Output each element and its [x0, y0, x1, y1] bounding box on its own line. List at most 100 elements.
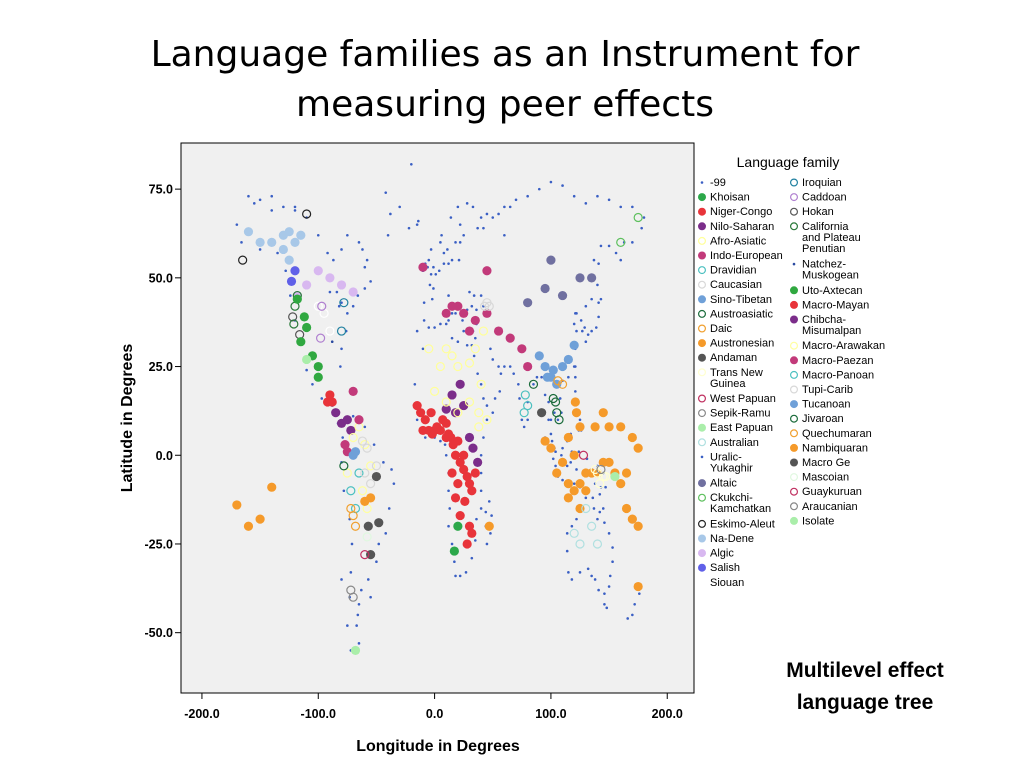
data-point: [240, 241, 243, 244]
legend-label: Austroasiatic: [710, 308, 773, 320]
legend-item: Salish: [698, 562, 740, 574]
data-point: [346, 312, 349, 315]
data-point: [590, 422, 600, 432]
data-point: [547, 400, 550, 404]
data-point: [369, 280, 372, 283]
data-point: [453, 521, 463, 531]
data-point: [413, 382, 417, 386]
legend-swatch: [789, 341, 798, 350]
legend-label: Salish: [710, 562, 740, 574]
data-point: [349, 571, 353, 574]
data-point: [528, 379, 539, 389]
data-point: [313, 361, 323, 372]
data-point: [554, 464, 557, 468]
data-point: [554, 415, 564, 425]
legend-swatch: [697, 280, 706, 289]
data-point: [526, 418, 529, 422]
legend-item: Uto-Axtecan: [790, 285, 863, 297]
legend-swatch: [698, 207, 706, 216]
data-point: [355, 624, 358, 627]
data-point: [607, 198, 611, 202]
data-point: [278, 244, 288, 255]
data-point: [351, 304, 355, 308]
legend-item: Caucasian: [697, 279, 762, 291]
legend-item: Sino-Tibetan: [698, 294, 772, 306]
legend-swatch: [697, 519, 706, 528]
data-point: [616, 479, 626, 489]
data-point: [523, 298, 533, 308]
series-points: [553, 376, 568, 389]
data-point: [442, 251, 446, 255]
data-point: [356, 613, 360, 617]
data-point: [574, 390, 577, 393]
data-point: [348, 386, 358, 396]
data-point: [457, 258, 461, 262]
legend-label: Macro-Mayan: [802, 299, 869, 311]
data-point: [357, 241, 361, 244]
data-point: [498, 390, 502, 393]
data-point: [581, 486, 591, 496]
data-point: [332, 258, 335, 262]
data-point: [584, 340, 588, 344]
data-point: [556, 418, 560, 422]
data-point: [464, 571, 468, 574]
data-point: [503, 233, 506, 237]
data-point: [592, 258, 596, 262]
data-point: [584, 496, 588, 500]
slide-note-line-2: language tree: [796, 691, 934, 714]
data-point: [603, 602, 606, 606]
legend-label: -99: [710, 177, 726, 189]
data-point: [374, 518, 384, 528]
data-point: [410, 162, 413, 166]
x-tick-label: -100.0: [301, 707, 336, 721]
data-point: [369, 595, 372, 599]
data-point: [384, 532, 388, 535]
data-point: [360, 588, 363, 592]
data-point: [366, 479, 376, 489]
series-points: [360, 493, 376, 506]
data-point: [424, 344, 434, 354]
data-point: [575, 468, 578, 471]
data-point: [597, 262, 600, 265]
data-point: [462, 539, 472, 549]
legend-label: Indo-European: [710, 250, 783, 262]
series-points: [480, 298, 494, 311]
data-point: [454, 241, 457, 244]
data-point: [302, 209, 312, 219]
legend-item: Macro-Paezan: [790, 355, 874, 367]
data-point: [455, 510, 465, 521]
data-point: [553, 411, 556, 414]
data-point: [384, 191, 388, 194]
legend-swatch: [697, 368, 706, 377]
data-point: [441, 404, 451, 414]
y-axis-label: Latitude in Degrees: [119, 344, 136, 493]
data-point: [296, 337, 306, 347]
data-point: [621, 503, 632, 514]
data-point: [598, 408, 608, 418]
data-point: [450, 258, 454, 262]
legend-label: Dravidian: [710, 265, 756, 277]
data-point: [479, 489, 483, 493]
data-point: [342, 415, 352, 425]
data-point: [447, 294, 450, 297]
data-point: [389, 212, 392, 216]
data-point: [499, 372, 503, 375]
data-point: [578, 571, 582, 574]
data-point: [360, 550, 370, 560]
data-point: [503, 205, 506, 209]
data-point: [418, 262, 428, 272]
data-point: [604, 457, 614, 467]
data-point: [346, 233, 349, 237]
slide-title: Language families as an Instrument for m…: [0, 30, 1010, 130]
data-point: [497, 365, 500, 368]
data-point: [476, 372, 479, 375]
data-point: [311, 382, 314, 386]
data-point: [313, 372, 323, 382]
legend-swatch: [697, 578, 706, 587]
data-point: [447, 319, 450, 322]
data-point: [433, 326, 436, 329]
data-point: [351, 414, 355, 418]
data-point: [508, 205, 512, 209]
data-point: [537, 187, 541, 191]
data-point: [493, 326, 504, 336]
